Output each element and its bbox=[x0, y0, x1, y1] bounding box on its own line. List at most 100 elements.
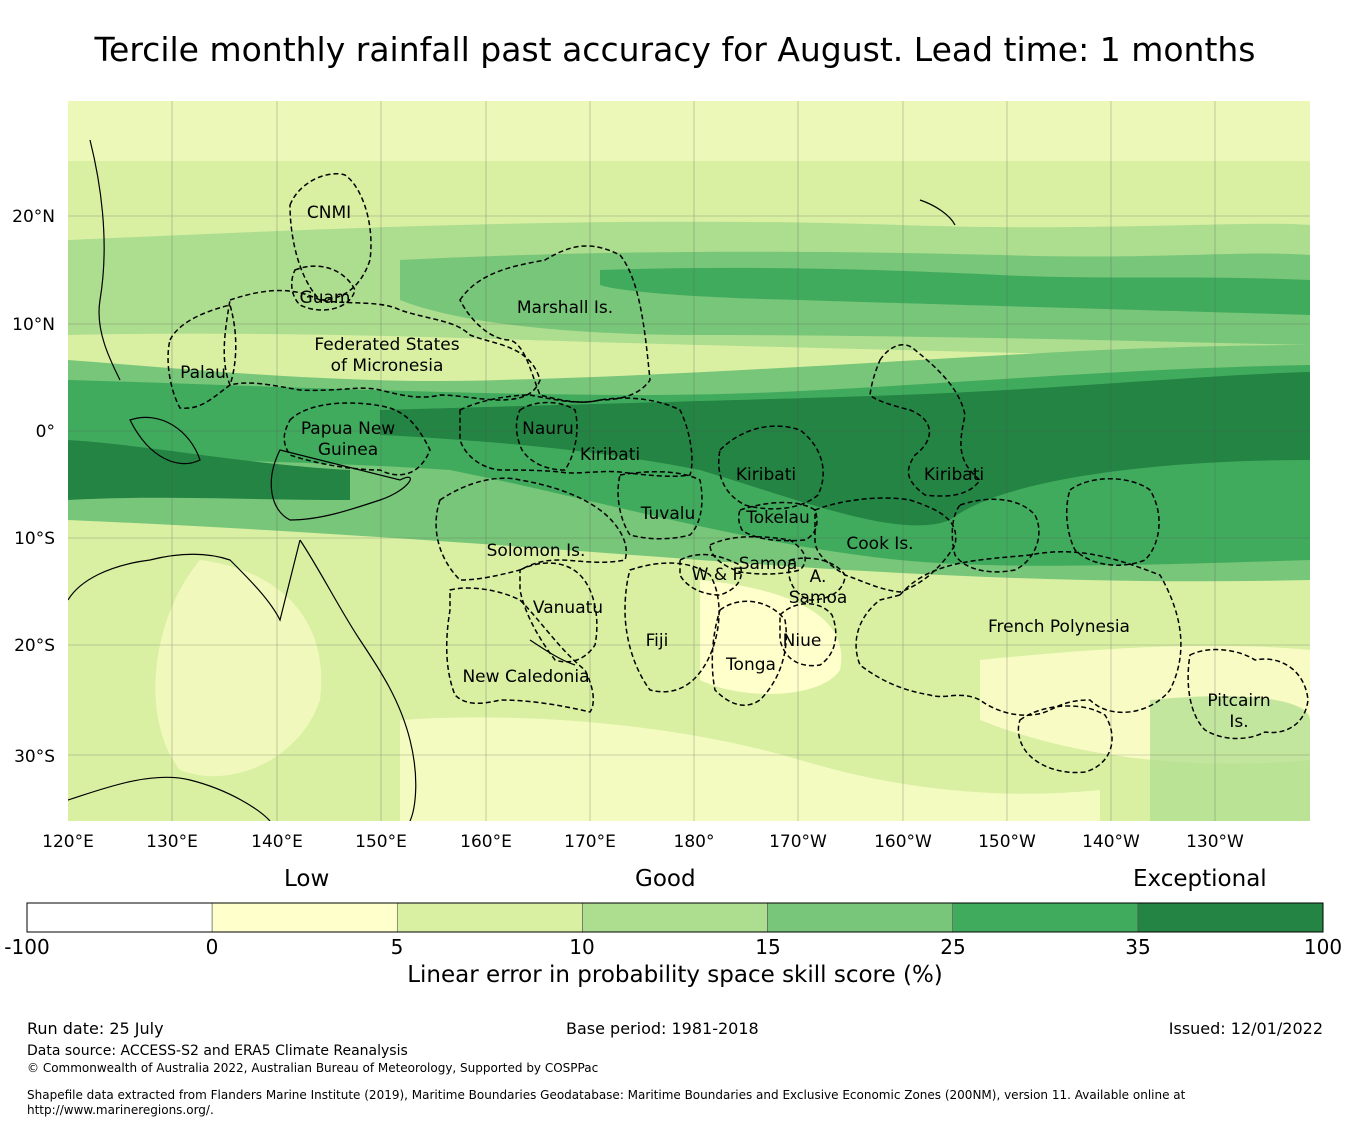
region-label-vanuatu: Vanuatu bbox=[533, 598, 603, 618]
region-label-fiji: Fiji bbox=[646, 631, 669, 651]
skill-band-north bbox=[68, 101, 1310, 161]
region-label-pitcairn-2: Is. bbox=[1229, 712, 1248, 732]
run-date: Run date: 25 July bbox=[27, 1019, 164, 1038]
lon-tick-label: 180° bbox=[674, 832, 715, 852]
colorbar-segment bbox=[396, 902, 583, 933]
australia-coast-north bbox=[68, 539, 301, 622]
region-label-wf: W & F bbox=[692, 565, 743, 585]
eez-cook-south bbox=[951, 498, 1040, 573]
region-label-kiribati-phoenix: Kiribati bbox=[736, 465, 796, 485]
australia-coast-east bbox=[299, 539, 417, 821]
hawaii-coast bbox=[919, 199, 956, 226]
skill-patch-3 bbox=[400, 717, 1100, 821]
eez-cnmi bbox=[289, 173, 372, 301]
colorbar-segment bbox=[26, 902, 213, 933]
lon-tick-label: 150°E bbox=[355, 832, 407, 852]
skill-band-6 bbox=[380, 372, 1310, 526]
shapefile-credit-line1: Shapefile data extracted from Flanders M… bbox=[27, 1088, 1186, 1102]
australia-coast-south bbox=[68, 776, 271, 821]
colorbar-tick-label: 15 bbox=[755, 935, 780, 959]
eez-tuvalu bbox=[617, 470, 703, 540]
category-label-low: Low bbox=[284, 866, 330, 892]
colorbar-segment bbox=[211, 902, 398, 933]
region-label-asamoa-1: A. bbox=[810, 567, 827, 587]
region-label-tonga: Tonga bbox=[725, 655, 776, 675]
region-label-tuvalu: Tuvalu bbox=[640, 504, 696, 524]
eez-guam bbox=[290, 265, 356, 311]
eez-tonga bbox=[711, 600, 787, 706]
lat-tick-label: 0° bbox=[36, 422, 55, 442]
eez-vanuatu bbox=[519, 562, 598, 663]
colorbar-tick-label: 0 bbox=[206, 935, 219, 959]
region-label-fsm-2: of Micronesia bbox=[331, 356, 444, 376]
region-label-nauru: Nauru bbox=[522, 419, 574, 439]
lat-tick-label: 20°N bbox=[12, 207, 55, 227]
graticule bbox=[68, 101, 1310, 821]
skill-band-7 bbox=[68, 440, 350, 500]
lon-tick-label: 130°W bbox=[1186, 832, 1244, 852]
colorbar-tick-label: 10 bbox=[569, 935, 594, 959]
lat-tick-label: 20°S bbox=[14, 636, 55, 656]
colorbar-tick-label: 25 bbox=[940, 935, 965, 959]
colorbar-segment bbox=[767, 902, 954, 933]
eez-nauru bbox=[515, 401, 578, 471]
lon-tick-label: 170°W bbox=[769, 832, 827, 852]
colorbar-segment bbox=[952, 902, 1139, 933]
coastlines bbox=[68, 139, 956, 821]
region-label-asamoa-2: Samoa bbox=[789, 588, 848, 608]
eez-new-caledonia bbox=[445, 587, 595, 713]
map-panel bbox=[68, 101, 1310, 821]
region-label-samoa: Samoa bbox=[739, 554, 798, 574]
region-label-tokelau: Tokelau bbox=[745, 508, 810, 528]
lat-tick-label: 30°S bbox=[14, 747, 55, 767]
region-label-marshall: Marshall Is. bbox=[517, 298, 613, 318]
eez-tokelau bbox=[737, 501, 818, 542]
lat-tick-label: 10°N bbox=[12, 315, 55, 335]
region-labels: CNMI Guam Marshall Is. Federated States … bbox=[180, 203, 1271, 732]
skill-patch-1 bbox=[700, 580, 842, 694]
category-label-good: Good bbox=[635, 866, 696, 892]
eez-fsm bbox=[223, 289, 541, 401]
colorbar-outline bbox=[26, 902, 1324, 933]
lat-axis: 20°N 10°N 0° 10°S 20°S 30°S bbox=[12, 207, 55, 767]
region-label-niue: Niue bbox=[783, 631, 822, 651]
eez-samoa bbox=[709, 535, 806, 575]
colorbar bbox=[26, 902, 1324, 933]
base-period: Base period: 1981-2018 bbox=[566, 1019, 759, 1038]
region-label-cnmi: CNMI bbox=[307, 203, 351, 223]
colorbar-segment bbox=[1137, 902, 1324, 933]
philippines-coast bbox=[89, 139, 121, 381]
lon-tick-label: 140°W bbox=[1082, 832, 1140, 852]
category-label-exceptional: Exceptional bbox=[1133, 866, 1267, 892]
colorbar-tick-label: 5 bbox=[391, 935, 404, 959]
data-source: Data source: ACCESS-S2 and ERA5 Climate … bbox=[27, 1043, 408, 1059]
lon-axis: 120°E 130°E 140°E 150°E 160°E 170°E 180°… bbox=[42, 832, 1244, 852]
eez-american-samoa bbox=[788, 557, 846, 601]
lon-tick-label: 130°E bbox=[146, 832, 198, 852]
lon-tick-label: 140°E bbox=[251, 832, 303, 852]
lon-tick-label: 150°W bbox=[978, 832, 1036, 852]
new-caledonia-coast bbox=[529, 639, 576, 666]
colorbar-tick-labels: -100 0 5 10 15 25 35 100 bbox=[4, 935, 1342, 959]
eez-kiribati-line bbox=[869, 344, 982, 497]
region-label-pitcairn-1: Pitcairn bbox=[1207, 691, 1270, 711]
colorbar-segment bbox=[582, 902, 768, 933]
lon-tick-label: 170°E bbox=[564, 832, 616, 852]
shapefile-credit-line2: http://www.marineregions.org/. bbox=[27, 1103, 214, 1117]
lat-tick-label: 10°S bbox=[14, 529, 55, 549]
eez-png bbox=[283, 402, 431, 476]
lon-tick-label: 120°E bbox=[42, 832, 94, 852]
skill-band-3 bbox=[600, 267, 1310, 315]
region-label-cook: Cook Is. bbox=[846, 534, 913, 554]
eez-kiribati-phoenix bbox=[718, 425, 824, 510]
region-label-kiribati-gilbert: Kiribati bbox=[580, 445, 640, 465]
colorbar-title: Linear error in probability space skill … bbox=[407, 962, 943, 988]
eez-niue bbox=[779, 603, 837, 667]
region-label-new-caledonia: New Caledonia bbox=[462, 667, 589, 687]
eez-marshall bbox=[459, 245, 651, 403]
eez-solomon bbox=[435, 477, 627, 581]
eez-wallis-futuna bbox=[679, 553, 742, 596]
eez-palau bbox=[167, 304, 237, 409]
eez-boundaries bbox=[167, 173, 1309, 774]
